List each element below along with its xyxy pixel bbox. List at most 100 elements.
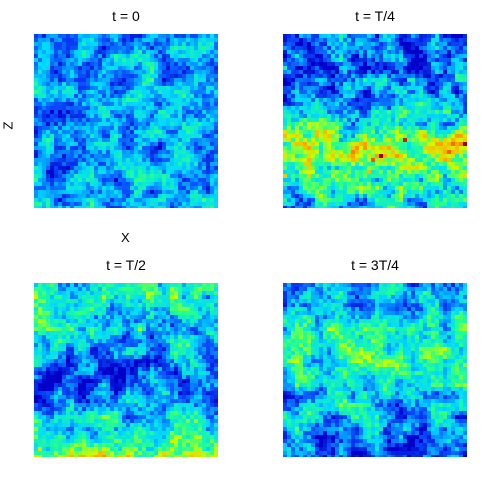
heatmap-cell (319, 166, 324, 171)
heatmap-cell (359, 82, 364, 87)
heatmap-cell (66, 307, 71, 312)
heatmap-cell (174, 182, 179, 187)
heatmap-cell (295, 98, 300, 103)
heatmap-cell (58, 202, 63, 207)
heatmap-cell (439, 170, 444, 175)
heatmap-cell (98, 206, 103, 208)
heatmap-cell (122, 351, 127, 356)
heatmap-cell (170, 138, 175, 143)
heatmap-cell (170, 50, 175, 55)
heatmap-cell (90, 299, 95, 304)
heatmap-cell (299, 150, 304, 155)
heatmap-cell (287, 178, 292, 183)
heatmap-cell (427, 90, 432, 95)
heatmap-cell (194, 98, 199, 103)
heatmap-cell (42, 194, 47, 199)
heatmap-cell (82, 291, 87, 296)
heatmap-cell (355, 166, 360, 171)
heatmap-cell (162, 98, 167, 103)
heatmap-cell (66, 343, 71, 348)
heatmap-cell (130, 150, 135, 155)
heatmap-cell (391, 46, 396, 51)
heatmap-cell (355, 142, 360, 147)
heatmap-cell (391, 122, 396, 127)
heatmap-cell (174, 327, 179, 332)
heatmap-cell (78, 202, 83, 207)
heatmap-cell (339, 106, 344, 111)
heatmap-cell (118, 106, 123, 111)
heatmap-cell (327, 134, 332, 139)
heatmap-cell (162, 178, 167, 183)
heatmap-cell (303, 38, 308, 43)
heatmap-cell (299, 90, 304, 95)
heatmap-cell (54, 118, 59, 123)
heatmap-cell (291, 170, 296, 175)
heatmap-cell (174, 291, 179, 296)
heatmap-cell (307, 70, 312, 75)
heatmap-cell (106, 291, 111, 296)
heatmap-cell (66, 62, 71, 67)
heatmap-cell (114, 122, 119, 127)
heatmap-cell (443, 130, 448, 135)
heatmap-cell (403, 106, 408, 111)
heatmap-cell (58, 186, 63, 191)
heatmap-t0 (34, 34, 218, 208)
heatmap-cell (126, 198, 131, 203)
heatmap-cell (451, 198, 456, 203)
heatmap-cell (82, 134, 87, 139)
heatmap-cell (98, 114, 103, 119)
heatmap-cell (419, 66, 424, 71)
heatmap-cell (455, 162, 460, 167)
heatmap-cell (186, 46, 191, 51)
heatmap-cell (295, 146, 300, 151)
heatmap-cell (98, 351, 103, 356)
heatmap-cell (307, 106, 312, 111)
heatmap-cell (295, 202, 300, 207)
heatmap-cell (395, 102, 400, 107)
heatmap-cell (106, 303, 111, 308)
heatmap-cell (62, 190, 67, 195)
heatmap-cell (94, 46, 99, 51)
heatmap-cell (443, 170, 448, 175)
heatmap-cell (303, 70, 308, 75)
heatmap-cell (331, 106, 336, 111)
heatmap-cell (202, 158, 207, 163)
heatmap-cell (130, 166, 135, 171)
heatmap-cell (327, 90, 332, 95)
heatmap-cell (214, 174, 218, 179)
heatmap-cell (415, 178, 420, 183)
heatmap-cell (102, 315, 107, 320)
heatmap-cell (431, 70, 436, 75)
heatmap-cell (387, 110, 392, 115)
heatmap-cell (142, 359, 147, 364)
heatmap-cell (379, 82, 384, 87)
heatmap-cell (210, 347, 215, 352)
heatmap-cell (34, 70, 39, 75)
heatmap-cell (375, 34, 380, 39)
heatmap-cell (447, 206, 452, 208)
heatmap-cell (150, 42, 155, 47)
heatmap-cell (46, 202, 51, 207)
heatmap-cell (138, 299, 143, 304)
heatmap-cell (142, 118, 147, 123)
heatmap-cell (335, 50, 340, 55)
heatmap-cell (455, 66, 460, 71)
heatmap-cell (182, 66, 187, 71)
heatmap-cell (455, 178, 460, 183)
heatmap-cell (202, 110, 207, 115)
heatmap-cell (198, 138, 203, 143)
heatmap-cell (399, 82, 404, 87)
heatmap-cell (407, 178, 412, 183)
heatmap-cell (355, 118, 360, 123)
heatmap-cell (162, 162, 167, 167)
heatmap-cell (34, 363, 39, 368)
heatmap-cell (198, 170, 203, 175)
heatmap-cell (283, 142, 288, 147)
heatmap-cell (70, 335, 75, 340)
heatmap-cell (415, 110, 420, 115)
heatmap-cell (327, 50, 332, 55)
heatmap-cell (375, 46, 380, 51)
heatmap-cell (387, 154, 392, 159)
heatmap-cell (154, 82, 159, 87)
heatmap-cell (142, 355, 147, 360)
